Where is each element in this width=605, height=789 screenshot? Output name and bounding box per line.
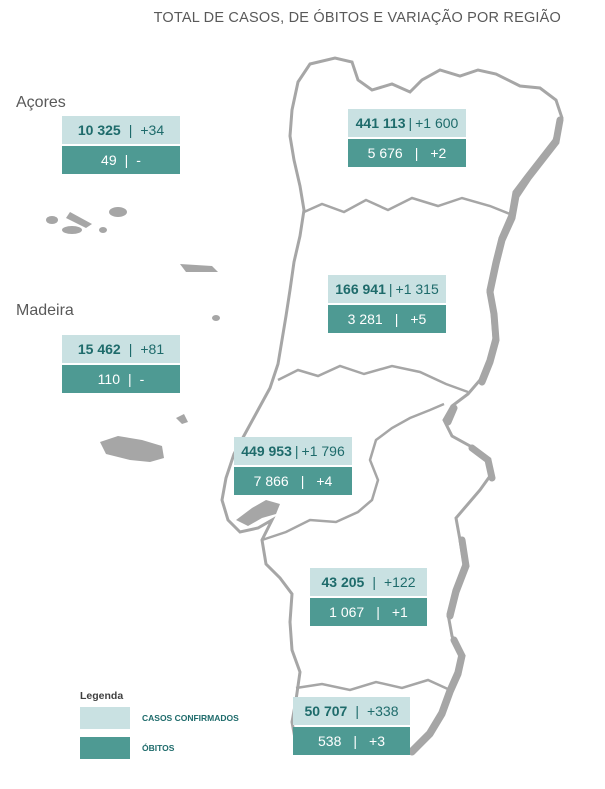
legend-swatch-deaths: [80, 737, 130, 759]
azores-stats: 10 325 | +34 49 | -: [62, 116, 180, 174]
legend-label-deaths: ÓBITOS: [142, 743, 175, 753]
cases-total: 166 941: [335, 281, 386, 297]
cases-variation: +1 600: [415, 115, 459, 131]
cases-total: 50 707: [304, 703, 348, 719]
region-north-stats: 441 113 | +1 600 5 676 | +2: [348, 109, 466, 167]
region-border-lisbon: [261, 402, 445, 542]
cases-total: 441 113: [355, 115, 406, 131]
deaths-row: 49 | -: [62, 146, 180, 174]
deaths-variation: -: [139, 371, 145, 387]
legend-item-cases: CASOS CONFIRMADOS: [80, 707, 239, 729]
estuary: [236, 500, 280, 526]
deaths-row: 3 281 | +5: [328, 305, 446, 333]
madeira-stats: 15 462 | +81 110 | -: [62, 335, 180, 393]
cases-row: 166 941 | +1 315: [328, 275, 446, 303]
region-lisbon-stats: 449 953 | +1 796 7 866 | +4: [234, 437, 352, 495]
deaths-variation: -: [136, 152, 141, 168]
deaths-total: 7 866: [253, 473, 289, 489]
azores-islands: [46, 207, 220, 321]
deaths-total: 538: [318, 733, 342, 749]
deaths-total: 49: [101, 152, 117, 168]
deaths-total: 3 281: [347, 311, 383, 327]
cases-variation: +81: [140, 341, 165, 357]
cases-row: 43 205 | +122: [310, 568, 427, 596]
azores-label: Açores: [16, 94, 66, 111]
cases-variation: +1 315: [395, 281, 439, 297]
region-algarve-stats: 50 707 | +338 538 | +3: [293, 697, 410, 755]
madeira-islands: [100, 414, 188, 462]
legend-label-cases: CASOS CONFIRMADOS: [142, 713, 239, 723]
deaths-row: 1 067 | +1: [310, 598, 427, 626]
deaths-total: 110: [97, 371, 120, 387]
region-border-north: [303, 196, 511, 216]
deaths-variation: +1: [391, 604, 408, 620]
cases-total: 10 325: [77, 122, 121, 138]
cases-total: 449 953: [241, 443, 292, 459]
cases-row: 50 707 | +338: [293, 697, 410, 725]
cases-row: 441 113 | +1 600: [348, 109, 466, 137]
region-border-alentejo: [295, 678, 451, 692]
legend-item-deaths: ÓBITOS: [80, 737, 239, 759]
deaths-variation: +3: [369, 733, 385, 749]
page-title: TOTAL DE CASOS, DE ÓBITOS E VARIAÇÃO POR…: [153, 10, 561, 26]
deaths-row: 538 | +3: [293, 727, 410, 755]
region-alentejo-stats: 43 205 | +122 1 067 | +1: [310, 568, 427, 626]
border-shading: [408, 116, 564, 756]
legend: Legenda CASOS CONFIRMADOS ÓBITOS: [80, 690, 239, 767]
cases-variation: +122: [383, 574, 416, 590]
deaths-variation: +2: [430, 145, 447, 161]
deaths-total: 1 067: [329, 604, 365, 620]
deaths-row: 110 | -: [62, 365, 180, 393]
deaths-total: 5 676: [367, 145, 403, 161]
deaths-row: 5 676 | +2: [348, 139, 466, 167]
cases-variation: +34: [140, 122, 165, 138]
region-border-centre: [277, 364, 469, 394]
cases-total: 15 462: [77, 341, 121, 357]
mainland-outline: [220, 56, 564, 752]
cases-total: 43 205: [321, 574, 365, 590]
cases-row: 449 953 | +1 796: [234, 437, 352, 465]
region-centre-stats: 166 941 | +1 315 3 281 | +5: [328, 275, 446, 333]
cases-row: 10 325 | +34: [62, 116, 180, 144]
deaths-row: 7 866 | +4: [234, 467, 352, 495]
legend-swatch-cases: [80, 707, 130, 729]
deaths-variation: +4: [316, 473, 333, 489]
deaths-variation: +5: [410, 311, 427, 327]
cases-variation: +338: [366, 703, 399, 719]
legend-title: Legenda: [80, 690, 124, 702]
cases-row: 15 462 | +81: [62, 335, 180, 363]
madeira-label: Madeira: [16, 302, 74, 319]
cases-variation: +1 796: [301, 443, 345, 459]
